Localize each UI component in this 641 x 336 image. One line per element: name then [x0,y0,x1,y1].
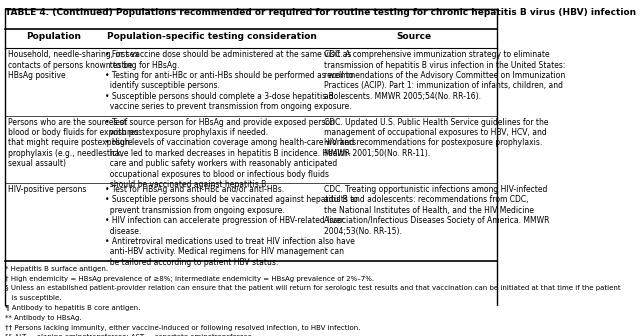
Text: Population: Population [26,32,81,41]
Text: Household, needle-sharing, or sex
contacts of persons known to be
HBsAg positive: Household, needle-sharing, or sex contac… [8,50,138,80]
Text: §§ ALT = alanine aminotransferase; AST = aspartate aminotransferase.: §§ ALT = alanine aminotransferase; AST =… [5,334,254,336]
Text: * Hepatitis B surface antigen.: * Hepatitis B surface antigen. [5,266,108,272]
Text: ** Antibody to HBsAg.: ** Antibody to HBsAg. [5,315,81,321]
Text: • Test source person for HBsAg and provide exposed person
  with postexposure pr: • Test source person for HBsAg and provi… [105,118,356,189]
Text: § Unless an established patient-provider relation can ensure that the patient wi: § Unless an established patient-provider… [5,285,620,291]
Text: CDC. Treating opportunistic infections among HIV-infected
adults and adolescents: CDC. Treating opportunistic infections a… [324,185,549,236]
Text: †† Persons lacking immunity, either vaccine-induced or following resolved infect: †† Persons lacking immunity, either vacc… [5,325,360,331]
Text: • First vaccine dose should be administered at the same visit as
  testing for H: • First vaccine dose should be administe… [105,50,354,111]
Text: • Test for HBsAg and anti-HBc and/or anti-HBs.
• Susceptible persons should be v: • Test for HBsAg and anti-HBc and/or ant… [105,185,358,267]
Text: CDC. A comprehensive immunization strategy to eliminate
transmission of hepatiti: CDC. A comprehensive immunization strate… [324,50,565,101]
Text: HIV-positive persons: HIV-positive persons [8,185,86,194]
Text: ¶ Antibody to hepatitis B core antigen.: ¶ Antibody to hepatitis B core antigen. [5,305,140,311]
Text: † High endemicity = HBsAg prevalence of ≥8%; intermediate endemicity = HBsAg pre: † High endemicity = HBsAg prevalence of … [5,276,374,282]
Text: Source: Source [396,32,431,41]
Text: is susceptible.: is susceptible. [5,295,62,301]
Text: Population-specific testing consideration: Population-specific testing consideratio… [107,32,317,41]
Text: TABLE 4. (Continued) Populations recommended or required for routine testing for: TABLE 4. (Continued) Populations recomme… [5,8,636,17]
Text: Persons who are the sources of
blood or body fluids for exposures
that might req: Persons who are the sources of blood or … [8,118,138,168]
Text: CDC. Updated U.S. Public Health Service guidelines for the
management of occupat: CDC. Updated U.S. Public Health Service … [324,118,548,158]
